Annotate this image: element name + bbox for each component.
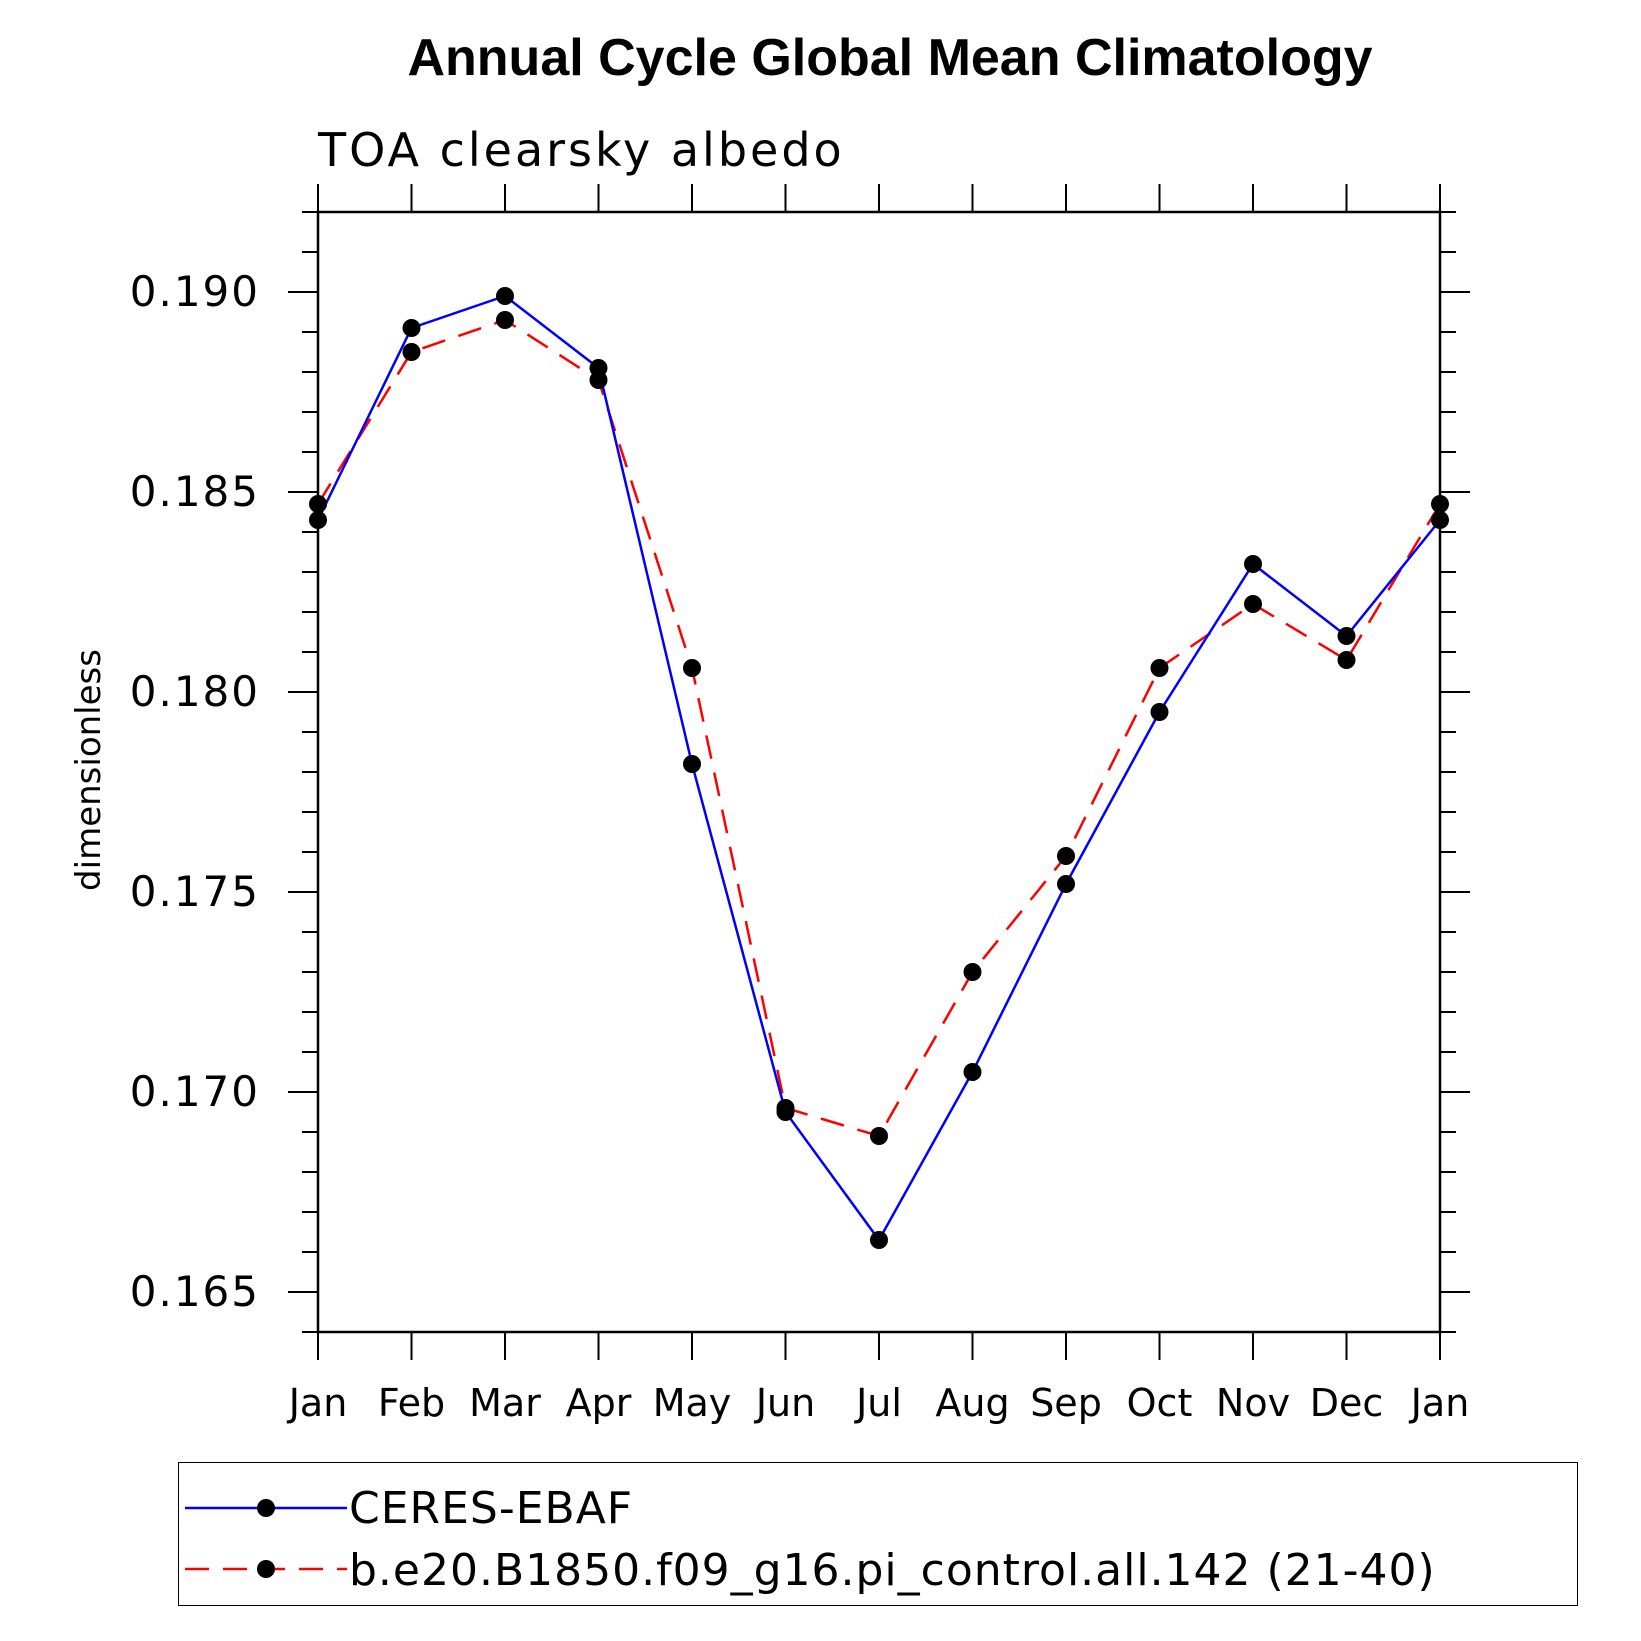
- data-point-ceres: [402, 319, 421, 337]
- data-point-ceres: [1431, 511, 1449, 529]
- x-tick-label: Jun: [754, 1381, 815, 1425]
- data-point-model: [309, 495, 327, 513]
- x-tick-label: May: [653, 1381, 732, 1425]
- x-tick-label: Feb: [378, 1381, 445, 1425]
- chart-plot: TOA clearsky albedo dimensionless Jan Feb…: [69, 123, 1470, 1425]
- data-point-ceres: [1057, 875, 1075, 893]
- legend: CERES-EBAF b.e20.B1850.f09_g16.pi_contro…: [178, 1462, 1578, 1606]
- legend-entry-ceres: CERES-EBAF: [185, 1483, 633, 1534]
- y-tick-label: 0.180: [130, 667, 260, 716]
- x-tick-label: Nov: [1216, 1381, 1290, 1425]
- data-point-model: [1337, 651, 1356, 669]
- x-tick-label: Oct: [1127, 1381, 1193, 1425]
- legend-label-model: b.e20.B1850.f09_g16.pi_control.all.142 (…: [349, 1545, 1436, 1596]
- data-point-ceres: [496, 287, 514, 305]
- x-tick-label: Jan: [1409, 1381, 1470, 1425]
- x-tick-label: Jul: [854, 1381, 902, 1425]
- y-axis-label: dimensionless: [69, 649, 109, 891]
- data-point-model: [683, 659, 701, 677]
- y-tick-label: 0.170: [130, 1067, 260, 1116]
- y-tick-label: 0.175: [130, 867, 260, 916]
- data-point-ceres: [309, 511, 327, 529]
- x-tick-label: Jan: [287, 1381, 348, 1425]
- data-point-ceres: [1337, 627, 1356, 645]
- series-line-ceres: [316, 294, 1441, 1243]
- data-point-ceres: [1244, 555, 1262, 573]
- y-tick-label: 0.190: [130, 267, 260, 316]
- data-point-model: [402, 343, 421, 361]
- data-point-model: [776, 1099, 795, 1117]
- y-tick-label: 0.185: [130, 467, 260, 516]
- x-tick-label: Mar: [469, 1381, 541, 1425]
- legend-entry-model: b.e20.B1850.f09_g16.pi_control.all.142 (…: [185, 1545, 1436, 1596]
- data-point-model: [1244, 595, 1262, 613]
- data-point-ceres: [963, 1063, 982, 1081]
- x-tick-label: Aug: [935, 1381, 1009, 1425]
- data-point-model: [963, 963, 982, 981]
- data-point-model: [496, 311, 514, 329]
- legend-label-ceres: CERES-EBAF: [349, 1483, 633, 1534]
- legend-marker-model: [257, 1560, 275, 1578]
- legend-marker-ceres: [257, 1499, 275, 1517]
- x-tick-label: Apr: [566, 1381, 632, 1425]
- data-point-model: [589, 371, 608, 389]
- chart-subtitle: TOA clearsky albedo: [317, 123, 845, 177]
- data-point-model: [870, 1127, 888, 1145]
- data-point-model: [1150, 659, 1169, 677]
- chart-title: Annual Cycle Global Mean Climatology: [407, 29, 1373, 87]
- data-point-model: [1057, 847, 1075, 865]
- data-point-model: [1431, 495, 1449, 513]
- x-tick-label: Sep: [1030, 1381, 1102, 1425]
- data-point-ceres: [683, 755, 701, 773]
- series-line-model: [316, 318, 1442, 1138]
- data-point-ceres: [870, 1231, 888, 1249]
- plot-frame: [316, 210, 1442, 1334]
- y-tick-label: 0.165: [130, 1267, 260, 1316]
- x-tick-label: Dec: [1310, 1381, 1384, 1425]
- data-point-ceres: [1150, 703, 1169, 721]
